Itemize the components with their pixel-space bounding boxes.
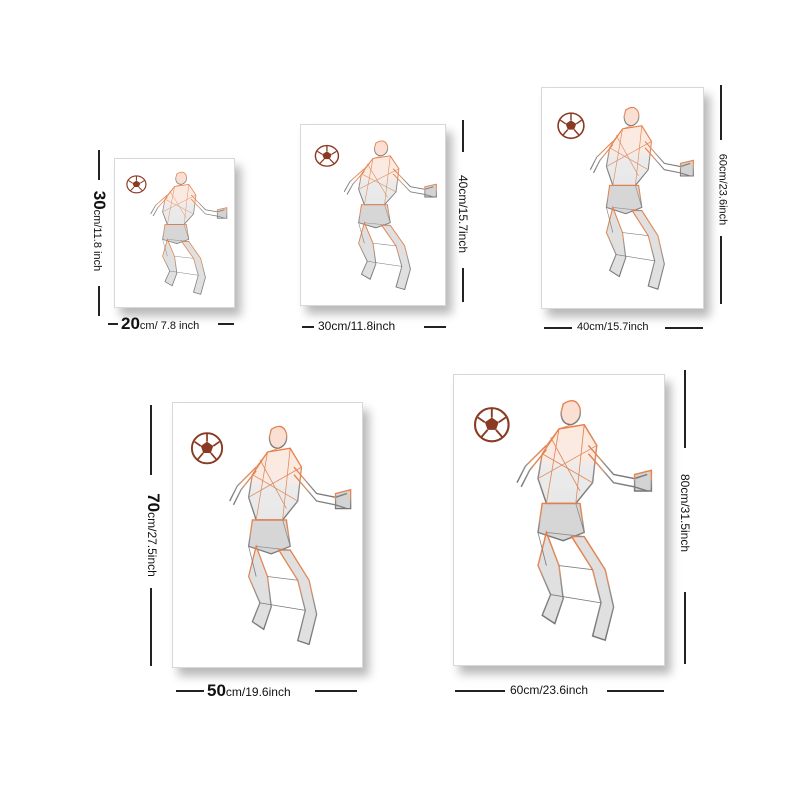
soccer-player-artwork — [557, 106, 695, 290]
width-label-60cm: 60cm/23.6inch — [510, 683, 589, 697]
height-label-80cm: 80cm/31.5inch — [678, 473, 692, 553]
soccer-player-artwork — [314, 140, 438, 291]
height-label-60cm: 60cm/23.6inch — [716, 153, 729, 226]
poster-20x30 — [114, 158, 235, 308]
soccer-player-artwork — [190, 425, 352, 646]
width-line-left — [176, 690, 204, 692]
height-line-top — [98, 150, 100, 180]
width-line-right — [218, 323, 234, 325]
height-number: 70 — [144, 493, 163, 513]
width-line-right — [607, 690, 664, 692]
width-line-right — [315, 690, 357, 692]
height-line-top — [150, 405, 152, 475]
height-label-40cm: 40cm/15.7inch — [456, 174, 470, 254]
height-label-30cm: 30cm/11.8 inch — [90, 156, 109, 306]
poster-50x70 — [172, 402, 363, 668]
width-line-right — [665, 327, 703, 329]
height-line-top — [720, 85, 722, 140]
width-label-50cm: 50cm/19.6inch — [207, 682, 291, 700]
soccer-player-artwork — [126, 171, 228, 295]
width-number: 20 — [121, 314, 140, 333]
width-unit: cm/ 7.8 inch — [139, 320, 200, 332]
width-label-30cm: 30cm/11.8inch — [318, 319, 396, 333]
height-line-bottom — [150, 588, 152, 666]
width-unit: cm/19.6inch — [225, 685, 291, 699]
soccer-player-artwork — [473, 399, 653, 642]
width-line-left — [544, 327, 572, 329]
width-number: 50 — [207, 681, 226, 700]
height-line-bottom — [98, 286, 100, 316]
height-line-bottom — [462, 268, 464, 302]
height-line-bottom — [720, 236, 722, 304]
height-unit: cm/11.8 inch — [91, 209, 103, 272]
poster-40x60 — [541, 87, 704, 309]
width-line-left — [302, 326, 314, 328]
width-line-left — [108, 323, 118, 325]
height-line-bottom — [684, 592, 686, 664]
height-line-top — [462, 120, 464, 152]
height-line-top — [684, 370, 686, 448]
width-label-40cm: 40cm/15.7inch — [577, 321, 649, 333]
poster-30x40 — [300, 124, 446, 306]
width-line-left — [455, 690, 505, 692]
width-line-right — [424, 326, 446, 328]
poster-60x80 — [453, 374, 665, 666]
width-label-20cm: 20cm/ 7.8 inch — [121, 315, 199, 333]
height-unit: cm/27.5inch — [145, 512, 159, 577]
height-label-70cm: 70cm/27.5inch — [144, 450, 163, 620]
height-number: 30 — [90, 190, 109, 210]
